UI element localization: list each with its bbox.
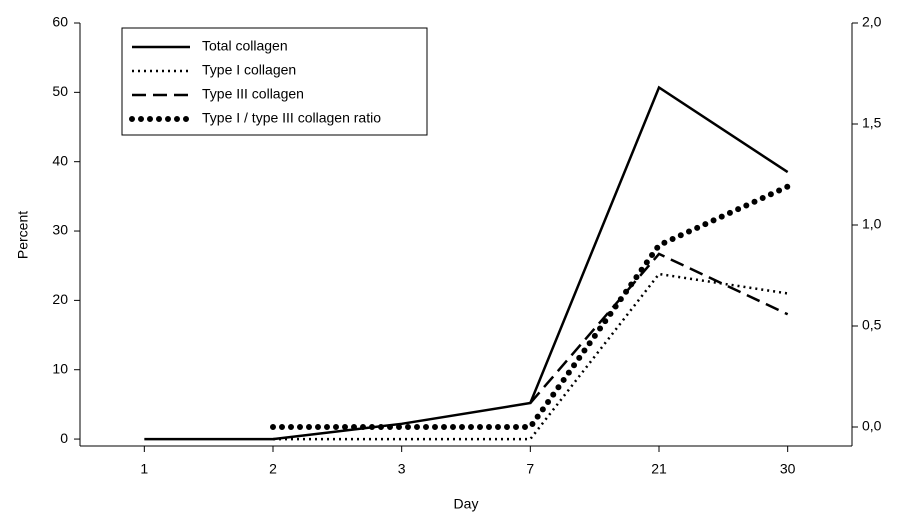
legend-label: Type I collagen (202, 62, 296, 78)
series-line (529, 252, 789, 404)
y-tick-label: 40 (52, 152, 68, 168)
x-axis-label: Day (454, 496, 479, 512)
x-tick-label: 30 (780, 461, 796, 477)
y-tick-label: 0 (60, 430, 68, 446)
x-tick-label: 3 (398, 461, 406, 477)
y2-tick-label: 0,5 (862, 317, 882, 333)
y2-tick-label: 1,5 (862, 115, 882, 131)
series-line (270, 183, 791, 431)
x-tick-label: 7 (526, 461, 534, 477)
y-tick-label: 50 (52, 83, 68, 99)
x-tick-label: 1 (140, 461, 148, 477)
legend-label: Type I / type III collagen ratio (202, 110, 381, 126)
series-line (273, 272, 788, 441)
legend-label: Type III collagen (202, 86, 304, 102)
x-tick-label: 2 (269, 461, 277, 477)
x-tick-label: 21 (651, 461, 667, 477)
y2-tick-label: 1,0 (862, 216, 882, 232)
y-axis-label: Percent (15, 211, 31, 259)
y-tick-label: 60 (52, 14, 68, 30)
y-tick-label: 20 (52, 291, 68, 307)
y2-tick-label: 0,0 (862, 418, 882, 434)
y-tick-label: 30 (52, 222, 68, 238)
legend-label: Total collagen (202, 38, 288, 54)
y2-tick-label: 2,0 (862, 14, 882, 30)
y-tick-label: 10 (52, 360, 68, 376)
series-line (144, 85, 789, 441)
